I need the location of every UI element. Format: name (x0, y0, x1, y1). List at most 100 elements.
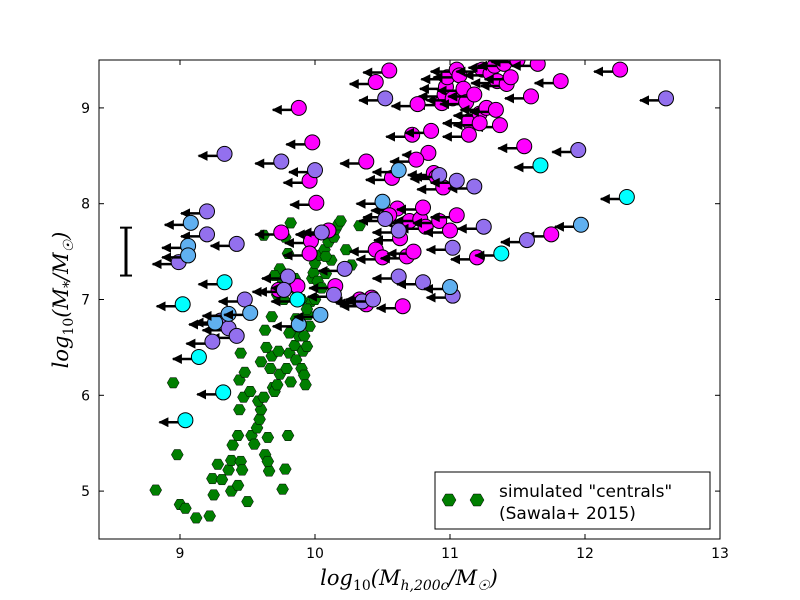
observed-point (572, 216, 589, 233)
observed-point (442, 222, 458, 239)
observed-point (612, 61, 629, 78)
observed-point (199, 226, 215, 243)
simulated-point (254, 404, 268, 416)
observed-point (289, 291, 306, 308)
simulated-point (243, 386, 257, 397)
y-tick-label: 8 (81, 197, 90, 213)
observed-point (390, 162, 407, 179)
observed-point (312, 306, 329, 323)
simulated-point (189, 512, 203, 524)
observed-point (420, 144, 437, 161)
simulated-point (234, 347, 247, 359)
observed-point (570, 142, 587, 159)
observed-point (215, 384, 232, 401)
observed-point (180, 247, 197, 264)
legend-marker-2 (469, 493, 485, 507)
observed-point (367, 74, 384, 91)
observed-point (381, 62, 398, 79)
observed-point (242, 304, 259, 321)
observed-point (290, 316, 307, 333)
observed-point (377, 211, 394, 228)
observed-point (275, 281, 292, 298)
observed-point (273, 224, 290, 241)
observed-point (460, 126, 477, 143)
observed-point (228, 235, 245, 252)
simulated-point (171, 449, 184, 461)
observed-point (358, 153, 375, 170)
observed-point (304, 134, 321, 151)
simulated-point (281, 430, 295, 441)
simulated-point (262, 465, 276, 477)
simulated-point (257, 391, 270, 403)
observed-point (394, 298, 411, 315)
observed-point (469, 249, 485, 266)
observed-point (313, 224, 330, 241)
observed-point (308, 194, 325, 211)
simulated-point (264, 363, 277, 374)
x-axis-label: log10(Mh,200c/M☉) (320, 566, 498, 594)
legend-label-line2: (Sawala+ 2015) (499, 504, 636, 524)
simulated-point (238, 366, 252, 378)
observed-point (431, 166, 448, 183)
chart-marks (120, 60, 674, 524)
simulated-point (284, 217, 297, 229)
simulated-point (297, 330, 311, 342)
simulated-point (281, 248, 295, 259)
axis-ticks: 9 10 11 12 13 5 6 7 8 9 (81, 60, 729, 562)
observed-point (280, 268, 296, 285)
observed-point (307, 162, 323, 179)
observed-point (415, 199, 431, 216)
observed-point (390, 222, 407, 239)
observed-point (174, 296, 191, 313)
simulated-point (272, 345, 285, 357)
simulated-point (254, 356, 268, 368)
observed-point (405, 243, 422, 260)
observed-point (228, 327, 245, 344)
observed-point (448, 172, 465, 189)
simulated-point (300, 340, 314, 352)
observed-point (448, 207, 465, 224)
observed-point (182, 214, 199, 231)
observed-point (377, 90, 394, 107)
simulated-point (258, 324, 272, 336)
simulated-point (241, 496, 254, 508)
observed-point (236, 291, 253, 308)
y-tick-label: 9 (81, 101, 90, 117)
y-axis-label: log10(M*/M☉) (49, 232, 77, 369)
observed-point (207, 314, 224, 331)
simulated-point (231, 430, 245, 441)
simulated-point (226, 439, 239, 451)
observed-point (177, 412, 194, 429)
observed-point (290, 99, 307, 116)
legend-marker-1 (441, 493, 457, 507)
simulated-point (233, 404, 246, 416)
simulated-point (280, 363, 293, 374)
simulated-point (276, 483, 289, 495)
x-tick-label: 13 (711, 546, 729, 562)
observed-point (502, 69, 519, 86)
simulated-point (260, 341, 273, 353)
simulated-point (248, 438, 261, 450)
observed-point (336, 260, 353, 277)
observed-point (408, 151, 425, 168)
x-tick-label: 10 (306, 546, 324, 562)
simulated-point (207, 489, 220, 501)
y-tick-label: 5 (81, 484, 90, 500)
simulated-point (203, 510, 216, 522)
observed-point (365, 291, 382, 308)
y-tick-label: 7 (81, 293, 90, 309)
observed-point (529, 60, 546, 72)
simulated-point (231, 479, 245, 491)
observed-point (518, 232, 535, 249)
simulated-point (179, 502, 192, 514)
y-tick-label: 6 (81, 388, 90, 404)
observed-point (516, 138, 533, 155)
observed-point (491, 117, 508, 134)
x-tick-label: 12 (576, 546, 594, 562)
observed-point (523, 88, 539, 105)
x-tick-label: 11 (441, 546, 459, 562)
observed-point (415, 274, 431, 291)
observed-point (618, 188, 635, 205)
observed-point (444, 239, 461, 256)
